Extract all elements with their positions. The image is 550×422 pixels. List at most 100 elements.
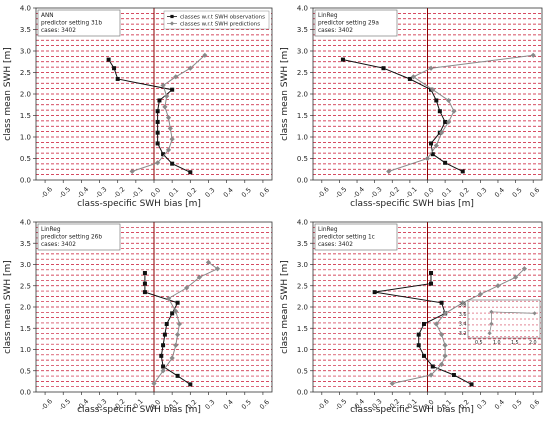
x-tick-label: 0.4 bbox=[222, 398, 235, 411]
y-axis-label: class mean SWH [m] bbox=[3, 260, 13, 354]
data-point bbox=[214, 266, 221, 272]
annotation-line: LinReg bbox=[318, 227, 338, 233]
x-tick-label: 0.6 bbox=[258, 186, 271, 199]
y-tick-label: 0.5 bbox=[20, 367, 31, 375]
data-point bbox=[439, 300, 444, 305]
y-axis-label: class mean SWH [m] bbox=[280, 260, 290, 354]
x-tick-label: 0.1 bbox=[167, 186, 180, 199]
data-point bbox=[434, 98, 439, 103]
chart-panel-2: -0.6 -0.5 -0.4 -0.3 -0.2 -0.1 0.0 0.1 0.2 0.3 0.4 0… bbox=[280, 5, 543, 209]
data-point bbox=[429, 141, 434, 146]
legend-marker bbox=[169, 21, 175, 26]
data-point bbox=[443, 160, 448, 165]
data-point bbox=[407, 76, 412, 81]
annotation-frame bbox=[37, 223, 121, 251]
y-tick-label: 2.0 bbox=[297, 91, 308, 99]
data-point bbox=[170, 87, 175, 92]
data-point bbox=[430, 152, 435, 157]
data-point bbox=[430, 87, 436, 93]
inset-x-tick-label: 2.0 bbox=[529, 340, 537, 346]
data-point bbox=[438, 332, 445, 338]
data-point bbox=[381, 66, 386, 71]
y-tick-label: 4.0 bbox=[20, 219, 31, 227]
data-point bbox=[428, 372, 434, 378]
series-observations bbox=[372, 271, 474, 387]
data-point bbox=[429, 271, 434, 275]
y-tick-label: 2.0 bbox=[20, 304, 31, 312]
series-line bbox=[342, 59, 463, 172]
data-point bbox=[155, 160, 161, 166]
x-tick-label: -0.5 bbox=[58, 397, 73, 412]
data-point bbox=[187, 65, 193, 71]
y-tick-label: 3.0 bbox=[297, 261, 308, 269]
annotation-line: cases: 3402 bbox=[318, 28, 353, 34]
data-point bbox=[169, 136, 175, 142]
legend-label: classes w.r.t SWH observations bbox=[180, 15, 265, 21]
inset-y-tick-label: 3.4 bbox=[459, 322, 467, 328]
y-tick-label: 0.0 bbox=[20, 177, 31, 185]
x-axis-label: class-specific SWH bias [m] bbox=[77, 199, 201, 209]
data-point bbox=[184, 285, 190, 291]
x-tick-label: 0.4 bbox=[493, 186, 506, 199]
data-point bbox=[202, 52, 208, 58]
data-point bbox=[196, 274, 202, 280]
data-point bbox=[167, 125, 173, 131]
inset-y-tick-label: 3.2 bbox=[459, 331, 467, 337]
x-tick-label: -0.5 bbox=[334, 185, 349, 200]
inset-x-tick-label: 0.5 bbox=[475, 340, 483, 346]
annotation-line: predictor setting 31b bbox=[41, 21, 102, 27]
x-tick-label: 0.3 bbox=[475, 398, 488, 411]
data-point bbox=[165, 295, 172, 302]
y-tick-label: 2.5 bbox=[20, 69, 31, 77]
data-point bbox=[389, 380, 395, 387]
x-tick-label: -0.6 bbox=[39, 185, 54, 200]
x-tick-label: 0.5 bbox=[240, 398, 253, 411]
data-point bbox=[142, 271, 147, 275]
data-point bbox=[160, 368, 166, 374]
data-point bbox=[155, 141, 160, 146]
y-tick-label: 2.5 bbox=[20, 282, 31, 290]
x-tick-label: 0.6 bbox=[528, 398, 541, 411]
data-point bbox=[451, 373, 456, 377]
x-tick-label: 0.2 bbox=[458, 186, 471, 199]
data-point bbox=[421, 322, 426, 326]
annotation-line: predictor setting 26b bbox=[41, 235, 102, 241]
data-point bbox=[151, 380, 157, 387]
data-point bbox=[446, 97, 452, 104]
data-point bbox=[188, 382, 193, 387]
x-axis-label: class-specific SWH bias [m] bbox=[77, 405, 201, 415]
inset-x-tick-label: 1.0 bbox=[493, 340, 501, 346]
x-tick-label: -0.6 bbox=[316, 185, 331, 200]
annotation-line: predictor setting 1c bbox=[318, 235, 375, 241]
data-point bbox=[175, 332, 181, 338]
annotation-line: cases: 3402 bbox=[41, 242, 76, 248]
x-tick-label: 0.3 bbox=[204, 186, 217, 199]
x-tick-label: 0.1 bbox=[440, 186, 453, 199]
y-tick-label: 2.0 bbox=[297, 304, 308, 312]
x-tick-label: -0.3 bbox=[94, 185, 109, 200]
data-point bbox=[433, 321, 439, 327]
x-tick-label: 0.5 bbox=[511, 186, 524, 199]
data-point bbox=[162, 104, 168, 110]
x-tick-label: 0.4 bbox=[493, 398, 506, 411]
data-point bbox=[173, 308, 179, 314]
y-tick-label: 1.5 bbox=[297, 325, 308, 333]
y-tick-label: 3.5 bbox=[297, 26, 308, 34]
data-point bbox=[106, 57, 111, 62]
data-point bbox=[175, 373, 180, 378]
data-point bbox=[428, 65, 434, 71]
data-point bbox=[169, 355, 175, 361]
y-tick-label: 1.5 bbox=[20, 325, 31, 333]
data-point bbox=[155, 119, 160, 124]
chart-panel-4: -0.6 -0.5 -0.4 -0.3 -0.2 -0.1 0.0 0.1 0.2 0.3 0.4 0… bbox=[280, 219, 543, 415]
series-predictions bbox=[389, 266, 527, 387]
inset-data-point bbox=[532, 311, 537, 316]
x-tick-label: -0.4 bbox=[351, 185, 366, 200]
data-point bbox=[175, 300, 180, 305]
data-point bbox=[437, 109, 442, 114]
data-point bbox=[410, 74, 417, 80]
data-point bbox=[165, 115, 172, 121]
data-point bbox=[142, 281, 147, 286]
y-tick-label: 3.5 bbox=[20, 26, 31, 34]
